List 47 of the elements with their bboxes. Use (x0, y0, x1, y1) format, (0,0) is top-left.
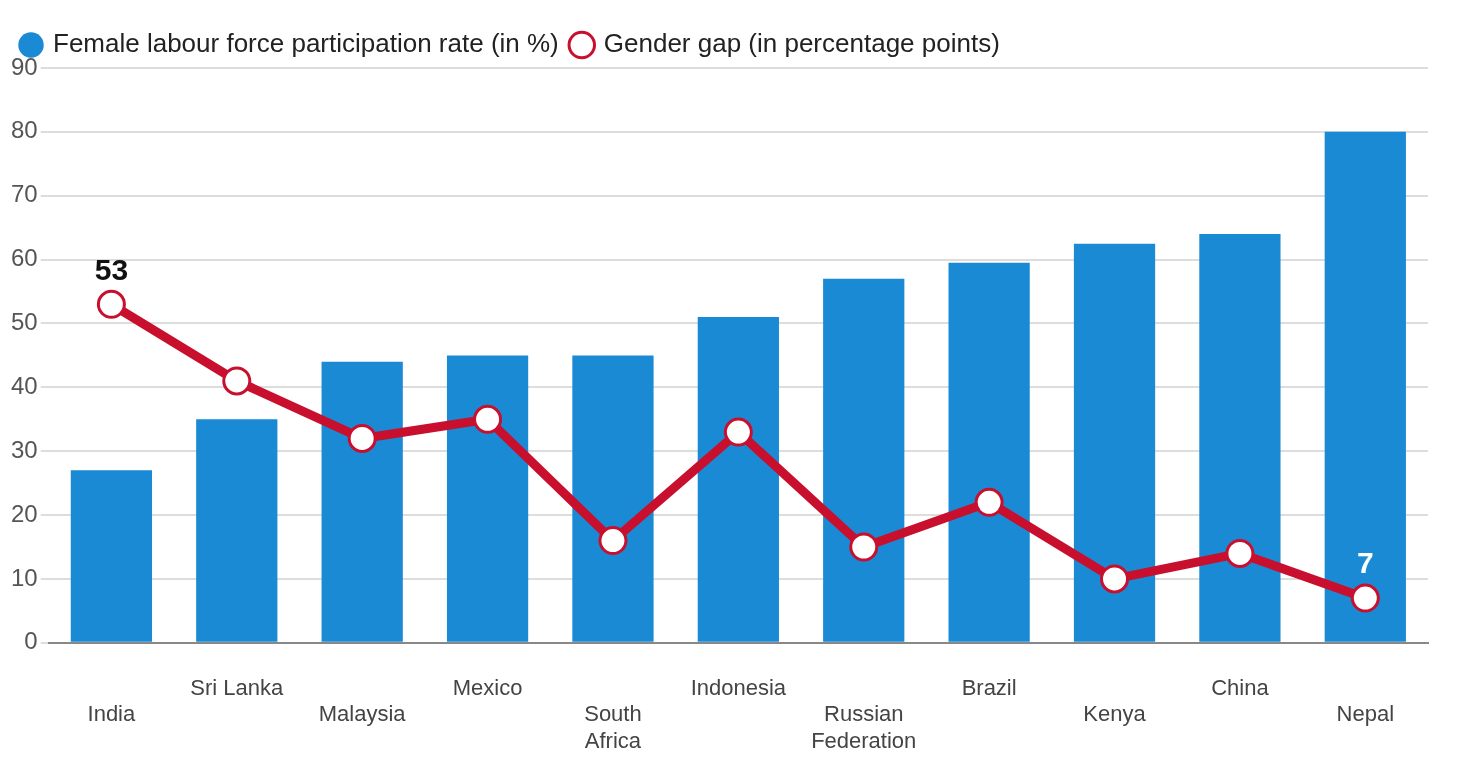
point (96, 289, 126, 319)
bar (321, 361, 403, 642)
x-tick-label: India (87, 701, 136, 727)
bar (948, 262, 1030, 642)
x-tick-label: Sri Lanka (190, 675, 285, 701)
y-tick-label: 40 (10, 371, 38, 399)
point (473, 404, 503, 434)
y-tick-label: 80 (10, 116, 38, 144)
x-tick-label: Russian Federation (811, 701, 917, 753)
point (849, 532, 879, 562)
bar (697, 317, 779, 642)
bar (823, 278, 905, 642)
x-tick-label: Kenya (1083, 701, 1147, 727)
x-tick-label: Mexico (452, 675, 523, 701)
bar (196, 419, 278, 642)
point (347, 423, 377, 453)
point (723, 417, 753, 447)
point (974, 487, 1004, 517)
bar (1073, 243, 1156, 642)
legend-label: Female labour force participation rate (in %) (53, 28, 559, 59)
data-label: 53 (94, 252, 129, 286)
point (1350, 583, 1380, 613)
point (598, 526, 628, 556)
bar (572, 355, 654, 642)
bar (70, 470, 153, 642)
y-tick-label: 10 (10, 563, 38, 591)
bar (446, 355, 529, 642)
bar (1199, 234, 1281, 642)
y-tick-label: 90 (10, 52, 38, 80)
y-tick-label: 0 (24, 627, 38, 655)
y-tick-label: 30 (10, 435, 38, 463)
bar (1324, 131, 1406, 642)
x-tick-label: Brazil (961, 675, 1017, 701)
x-tick-label: China (1211, 675, 1270, 701)
point (222, 366, 252, 396)
y-tick-label: 20 (10, 499, 38, 527)
point (1100, 564, 1130, 594)
y-tick-label: 50 (10, 308, 38, 336)
y-tick-label: 60 (10, 244, 38, 272)
point (1225, 538, 1255, 568)
x-tick-label: South Africa (584, 701, 642, 753)
x-tick-label: Malaysia (318, 701, 407, 727)
x-tick-label: Nepal (1336, 701, 1395, 727)
y-tick-label: 70 (10, 180, 38, 208)
legend-label: Gender gap (in percentage points) (603, 28, 1000, 59)
x-tick-label: Indonesia (690, 675, 787, 701)
data-label: 7 (1356, 546, 1374, 580)
